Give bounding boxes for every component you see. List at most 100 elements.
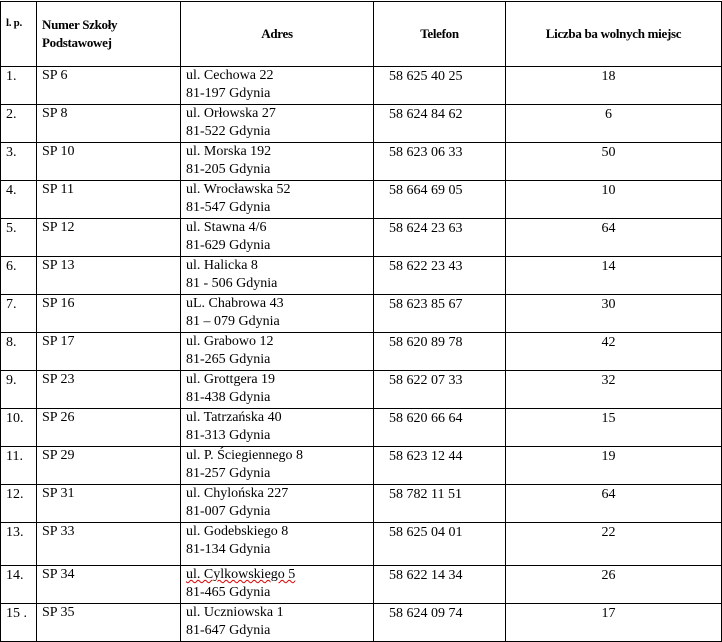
- row-school: SP 26: [36, 408, 181, 447]
- row-street: uL. Chabrowa 43: [186, 296, 284, 311]
- table-header-row: l. p. Numer Szkoły Podstawowej Adres Tel…: [0, 1, 722, 67]
- row-street: ul. Tatrzańska 40: [186, 410, 282, 425]
- table-row: 13. SP 33 ul. Godebskiego 8 81-134 Gdynia 58…: [0, 522, 722, 566]
- row-count: 6: [505, 104, 722, 143]
- row-phone: 58 623 85 67: [373, 294, 506, 333]
- row-phone: 58 620 66 64: [373, 408, 506, 447]
- table-row: 2. SP 8 ul. Orłowska 27 81-522 Gdynia 58 624…: [0, 104, 722, 143]
- row-lp: 6.: [0, 256, 37, 295]
- row-phone: 58 624 84 62: [373, 104, 506, 143]
- row-lp: 9.: [0, 370, 37, 409]
- row-street: ul. Cylkowskiego 5: [186, 567, 296, 582]
- row-school: SP 13: [36, 256, 181, 295]
- row-city: 81 – 079 Gdynia: [186, 314, 280, 329]
- row-count: 50: [505, 142, 722, 181]
- row-count: 30: [505, 294, 722, 333]
- row-city: 81-522 Gdynia: [186, 124, 271, 139]
- row-address: ul. Godebskiego 8 81-134 Gdynia: [180, 522, 374, 566]
- row-count: 64: [505, 484, 722, 523]
- row-phone: 58 624 23 63: [373, 218, 506, 257]
- row-address: ul. P. Ściegiennego 8 81-257 Gdynia: [180, 446, 374, 485]
- row-school: SP 34: [36, 565, 181, 604]
- row-lp: 12.: [0, 484, 37, 523]
- row-school: SP 12: [36, 218, 181, 257]
- row-street: ul. Grottgera 19: [186, 372, 276, 387]
- table-row: 11. SP 29 ul. P. Ściegiennego 8 81-257 Gdyn…: [0, 446, 722, 485]
- row-city: 81-465 Gdynia: [186, 585, 271, 600]
- row-phone: 58 625 40 25: [373, 66, 506, 105]
- header-address: Adres: [180, 1, 374, 67]
- row-phone: 58 782 11 51: [373, 484, 506, 523]
- table-row: 8. SP 17 ul. Grabowo 12 81-265 Gdynia 58 620…: [0, 332, 722, 371]
- row-lp: 8.: [0, 332, 37, 371]
- row-school: SP 17: [36, 332, 181, 371]
- row-street: ul. Stawna 4/6: [186, 220, 267, 235]
- row-street: ul. Halicka 8: [186, 258, 258, 273]
- table-row: 15 . SP 35 ul. Uczniowska 1 81-647 Gdynia 58…: [0, 603, 722, 642]
- row-city: 81-197 Gdynia: [186, 86, 271, 101]
- row-address: ul. Grottgera 19 81-438 Gdynia: [180, 370, 374, 409]
- row-address: ul. Morska 192 81-205 Gdynia: [180, 142, 374, 181]
- row-count: 64: [505, 218, 722, 257]
- header-phone: Telefon: [373, 1, 506, 67]
- row-city: 81-205 Gdynia: [186, 162, 271, 177]
- row-count: 15: [505, 408, 722, 447]
- row-lp: 3.: [0, 142, 37, 181]
- row-street: ul. P. Ściegiennego 8: [186, 448, 304, 463]
- row-lp: 5.: [0, 218, 37, 257]
- row-lp: 15 .: [0, 603, 37, 642]
- row-count: 32: [505, 370, 722, 409]
- row-school: SP 16: [36, 294, 181, 333]
- table-row: 1. SP 6 ul. Cechowa 22 81-197 Gdynia 58 625 …: [0, 66, 722, 105]
- row-city: 81-134 Gdynia: [186, 542, 271, 557]
- row-city: 81 - 506 Gdynia: [186, 276, 278, 291]
- row-address: ul. Wrocławska 52 81-547 Gdynia: [180, 180, 374, 219]
- table-row: 7. SP 16 uL. Chabrowa 43 81 – 079 Gdynia 58 …: [0, 294, 722, 333]
- row-address: ul. Stawna 4/6 81-629 Gdynia: [180, 218, 374, 257]
- row-count: 26: [505, 565, 722, 604]
- table-row: 12. SP 31 ul. Chylońska 227 81-007 Gdynia 58…: [0, 484, 722, 523]
- row-lp: 4.: [0, 180, 37, 219]
- row-school: SP 33: [36, 522, 181, 566]
- row-street: ul. Cechowa 22: [186, 68, 274, 83]
- row-street: ul. Orłowska 27: [186, 106, 276, 121]
- row-count: 14: [505, 256, 722, 295]
- row-phone: 58 622 23 43: [373, 256, 506, 295]
- row-phone: 58 664 69 05: [373, 180, 506, 219]
- row-city: 81-313 Gdynia: [186, 428, 271, 443]
- row-city: 81-629 Gdynia: [186, 238, 271, 253]
- row-address: ul. Uczniowska 1 81-647 Gdynia: [180, 603, 374, 642]
- row-city: 81-438 Gdynia: [186, 390, 271, 405]
- row-phone: 58 623 12 44: [373, 446, 506, 485]
- row-count: 19: [505, 446, 722, 485]
- row-school: SP 29: [36, 446, 181, 485]
- table-row: 14. SP 34 ul. Cylkowskiego 5 81-465 Gdynia 5…: [0, 565, 722, 604]
- row-lp: 2.: [0, 104, 37, 143]
- row-lp: 10.: [0, 408, 37, 447]
- header-school: Numer Szkoły Podstawowej: [36, 1, 181, 67]
- row-phone: 58 622 14 34: [373, 565, 506, 604]
- table-row: 4. SP 11 ul. Wrocławska 52 81-547 Gdynia 58 …: [0, 180, 722, 219]
- row-address: ul. Halicka 8 81 - 506 Gdynia: [180, 256, 374, 295]
- row-address: ul. Chylońska 227 81-007 Gdynia: [180, 484, 374, 523]
- table-row: 9. SP 23 ul. Grottgera 19 81-438 Gdynia 58 6…: [0, 370, 722, 409]
- row-address: ul. Orłowska 27 81-522 Gdynia: [180, 104, 374, 143]
- row-phone: 58 623 06 33: [373, 142, 506, 181]
- row-lp: 1.: [0, 66, 37, 105]
- row-lp: 14.: [0, 565, 37, 604]
- row-address: ul. Cechowa 22 81-197 Gdynia: [180, 66, 374, 105]
- row-lp: 11.: [0, 446, 37, 485]
- table-row: 6. SP 13 ul. Halicka 8 81 - 506 Gdynia 58 62…: [0, 256, 722, 295]
- row-city: 81-265 Gdynia: [186, 352, 271, 367]
- row-street: ul. Godebskiego 8: [186, 524, 289, 539]
- row-count: 18: [505, 66, 722, 105]
- row-phone: 58 622 07 33: [373, 370, 506, 409]
- row-city: 81-547 Gdynia: [186, 200, 271, 215]
- row-street: ul. Morska 192: [186, 144, 272, 159]
- row-lp: 13.: [0, 522, 37, 566]
- header-count: Liczba ba wolnych miejsc: [505, 1, 722, 67]
- row-address: ul. Cylkowskiego 5 81-465 Gdynia: [180, 565, 374, 604]
- row-address: ul. Grabowo 12 81-265 Gdynia: [180, 332, 374, 371]
- row-street: ul. Wrocławska 52: [186, 182, 291, 197]
